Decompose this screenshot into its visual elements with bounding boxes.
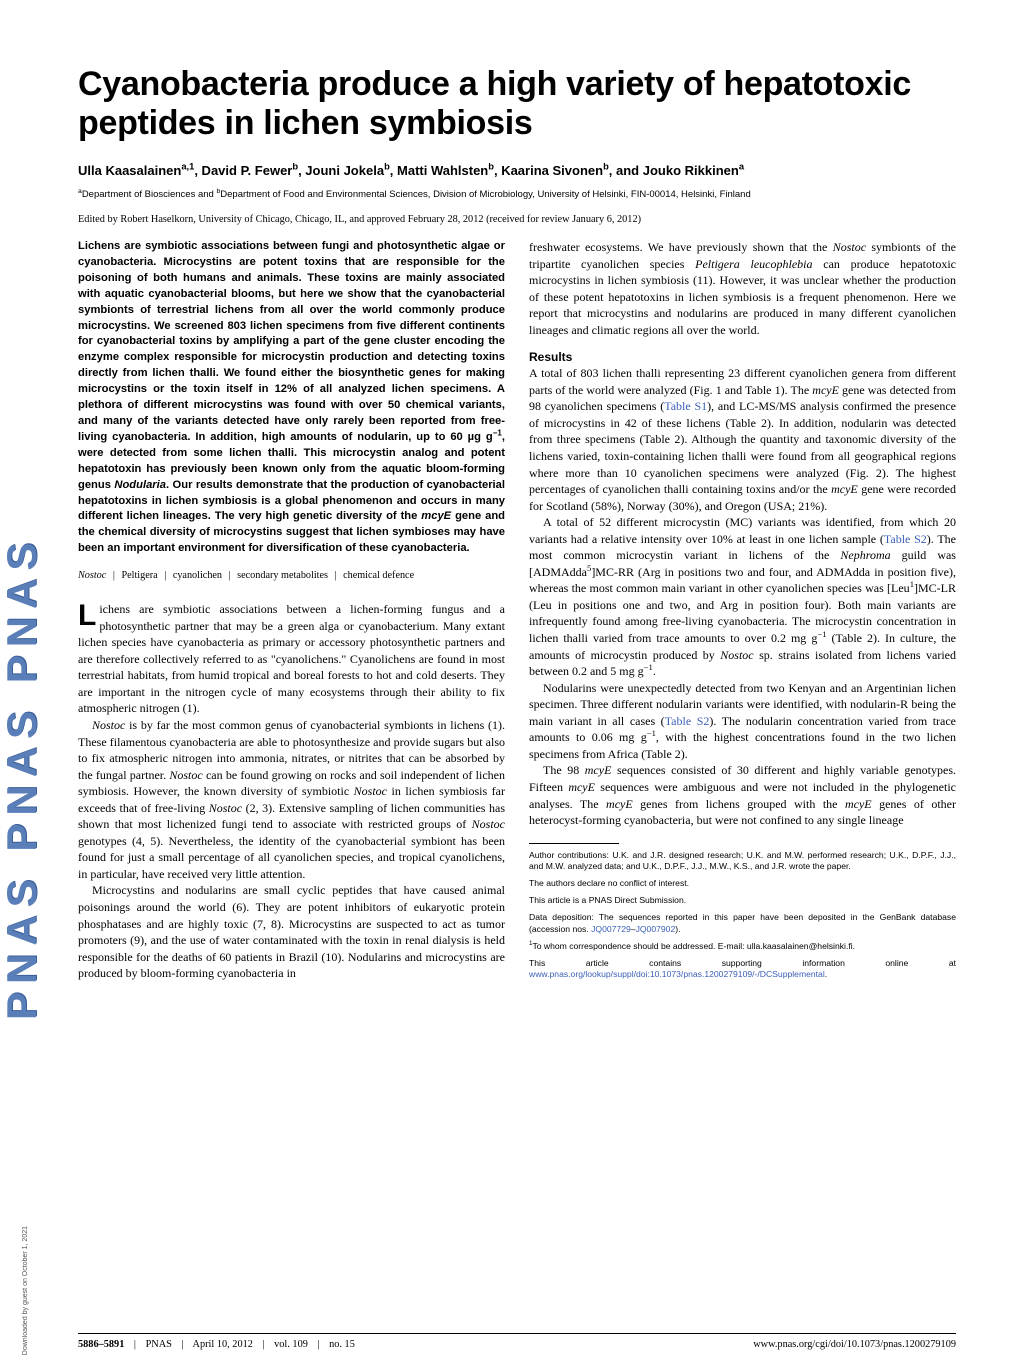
- results-p2: A total of 52 different microcystin (MC)…: [529, 514, 956, 679]
- intro-p2: Nostoc is by far the most common genus o…: [78, 717, 505, 882]
- body-right: freshwater ecosystems. We have previousl…: [529, 239, 956, 829]
- edited-line: Edited by Robert Haselkorn, University o…: [78, 214, 956, 225]
- footer-right: www.pnas.org/cgi/doi/10.1073/pnas.120027…: [753, 1339, 956, 1350]
- footer-vol: vol. 109: [274, 1339, 308, 1350]
- article-page: Cyanobacteria produce a high variety of …: [78, 65, 956, 986]
- column-right: freshwater ecosystems. We have previousl…: [529, 239, 956, 986]
- authors-line: Ulla Kaasalainena,1, David P. Fewerb, Jo…: [78, 163, 956, 178]
- footnote-direct: This article is a PNAS Direct Submission…: [529, 895, 956, 907]
- page-footer: 5886–5891 | PNAS | April 10, 2012 | vol.…: [78, 1333, 956, 1350]
- results-p3: Nodularins were unexpectedly detected fr…: [529, 680, 956, 763]
- footnotes: Author contributions: U.K. and J.R. desi…: [529, 850, 956, 982]
- article-title: Cyanobacteria produce a high variety of …: [78, 65, 956, 143]
- footer-issue: no. 15: [329, 1339, 355, 1350]
- footnote-corr: 1To whom correspondence should be addres…: [529, 941, 956, 953]
- footer-left: 5886–5891 | PNAS | April 10, 2012 | vol.…: [78, 1339, 355, 1350]
- footnote-rule: [529, 843, 619, 844]
- footer-date: April 10, 2012: [193, 1339, 253, 1350]
- footnote-contrib: Author contributions: U.K. and J.R. desi…: [529, 850, 956, 874]
- footnote-conflict: The authors declare no conflict of inter…: [529, 878, 956, 890]
- intro-p1: Lichens are symbiotic associations betwe…: [78, 601, 505, 717]
- results-p1: A total of 803 lichen thalli representin…: [529, 365, 956, 514]
- column-left: Lichens are symbiotic associations betwe…: [78, 239, 505, 986]
- results-p4: The 98 mcyE sequences consisted of 30 di…: [529, 762, 956, 828]
- footnote-data: Data deposition: The sequences reported …: [529, 912, 956, 936]
- results-heading: Results: [529, 350, 956, 364]
- footer-journal: PNAS: [146, 1339, 172, 1350]
- abstract: Lichens are symbiotic associations betwe…: [78, 239, 505, 557]
- intro-p1-cont: freshwater ecosystems. We have previousl…: [529, 239, 956, 338]
- affiliations: aDepartment of Biosciences and bDepartme…: [78, 189, 956, 202]
- footer-pages: 5886–5891: [78, 1339, 124, 1350]
- two-column-body: Lichens are symbiotic associations betwe…: [78, 239, 956, 986]
- pnas-logo-vertical: PNAS PNAS PNAS: [0, 120, 42, 1020]
- journal-sidebar: PNAS PNAS PNAS Downloaded by guest on Oc…: [0, 0, 42, 1365]
- intro-p3: Microcystins and nodularins are small cy…: [78, 882, 505, 981]
- footnote-si: This article contains supporting informa…: [529, 958, 956, 982]
- download-note: Downloaded by guest on October 1, 2021: [22, 1226, 29, 1355]
- keywords: Nostoc | Peltigera | cyanolichen | secon…: [78, 570, 505, 581]
- body-left: Lichens are symbiotic associations betwe…: [78, 601, 505, 982]
